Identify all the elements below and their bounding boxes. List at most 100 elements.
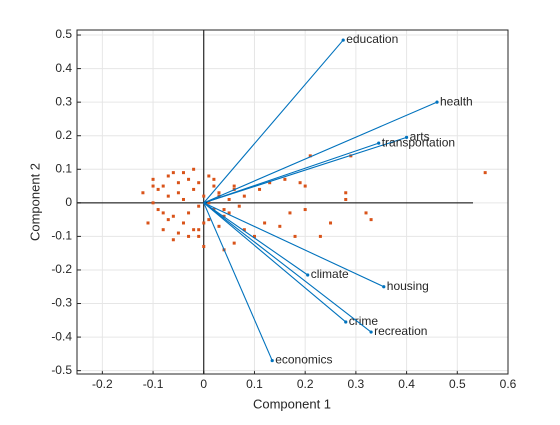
score-point (217, 191, 221, 195)
vector-end (404, 135, 409, 139)
y-tick-label: -0.2 (51, 262, 72, 276)
x-tick-label: 0.4 (398, 377, 415, 391)
score-point (227, 211, 231, 215)
vector-end (377, 141, 381, 145)
x-tick-label: 0.2 (297, 377, 314, 391)
score-point (156, 208, 160, 212)
score-point (187, 234, 191, 238)
vector-label: economics (275, 353, 332, 367)
loading-vector (203, 101, 438, 204)
score-point (166, 194, 170, 198)
score-point (237, 204, 241, 208)
score-point (222, 208, 226, 212)
score-point (192, 187, 196, 191)
score-point (344, 191, 348, 195)
score-point (161, 228, 165, 232)
score-point (151, 177, 155, 181)
x-tick-label: 0.6 (500, 377, 517, 391)
x-tick-label: 0 (200, 377, 207, 391)
score-point (197, 228, 201, 232)
y-axis-label: Component 2 (27, 163, 42, 241)
score-point (263, 221, 267, 225)
x-tick-label: 0.3 (348, 377, 365, 391)
score-point (207, 174, 211, 178)
score-point (151, 201, 155, 205)
score-point (364, 211, 368, 215)
score-point (298, 181, 302, 185)
y-tick-label: 0 (65, 195, 72, 209)
score-point (181, 221, 185, 225)
x-tick-label: -0.1 (143, 377, 164, 391)
score-point (232, 241, 236, 245)
score-point (329, 221, 333, 225)
score-point (197, 204, 201, 208)
vector-label: education (346, 32, 398, 46)
score-point (197, 181, 201, 185)
score-point (197, 234, 201, 238)
score-point (161, 211, 165, 215)
vector-label: health (440, 94, 473, 108)
score-point (176, 191, 180, 195)
axes-box (76, 29, 509, 375)
score-point (141, 191, 145, 195)
score-point (207, 201, 211, 205)
vector-end (270, 358, 274, 363)
score-point (202, 221, 206, 225)
score-point (227, 197, 231, 201)
score-point (242, 194, 246, 198)
score-point (151, 184, 155, 188)
score-point (217, 224, 221, 228)
loading-vector (203, 202, 385, 288)
y-tick-label: 0.2 (55, 128, 72, 142)
loading-vector (203, 142, 379, 204)
score-point (176, 231, 180, 235)
score-point (202, 244, 206, 248)
score-point (181, 171, 185, 175)
vector-end (341, 38, 345, 42)
score-point (166, 218, 170, 222)
y-tick-label: -0.1 (51, 229, 72, 243)
score-point (288, 211, 292, 215)
score-point (369, 218, 373, 222)
score-point (344, 197, 348, 201)
score-point (207, 218, 211, 222)
y-tick-label: 0.5 (55, 27, 72, 41)
score-point (192, 228, 196, 232)
vector-end (369, 330, 373, 334)
score-point (308, 154, 312, 158)
score-point (212, 177, 216, 181)
vector-label: climate (311, 267, 349, 281)
vector-label: housing (387, 279, 429, 293)
loading-vector (203, 202, 309, 276)
y-tick-label: 0.1 (55, 161, 72, 175)
vector-label: arts (410, 130, 430, 144)
score-point (252, 234, 256, 238)
y-tick-label: 0.4 (55, 61, 72, 75)
y-tick-label: -0.3 (51, 296, 72, 310)
x-tick-label: 0.1 (246, 377, 263, 391)
score-point (161, 184, 165, 188)
vector-label: transportation (382, 135, 455, 149)
score-point (166, 174, 170, 178)
score-point (318, 234, 322, 238)
score-point (483, 171, 487, 175)
y-tick-label: -0.4 (51, 329, 72, 343)
y-tick-label: 0.3 (55, 94, 72, 108)
x-tick-label: -0.2 (92, 377, 113, 391)
x-tick-label: 0.5 (449, 377, 466, 391)
score-point (258, 187, 262, 191)
score-point (232, 184, 236, 188)
loading-vector (203, 202, 347, 323)
score-point (187, 177, 191, 181)
score-point (268, 181, 272, 185)
score-point (176, 181, 180, 185)
score-point (212, 184, 216, 188)
plot-area (77, 30, 508, 374)
vector-end (306, 273, 310, 277)
vector-end (435, 100, 439, 104)
score-point (303, 208, 307, 212)
score-point (293, 234, 297, 238)
score-point (303, 184, 307, 188)
